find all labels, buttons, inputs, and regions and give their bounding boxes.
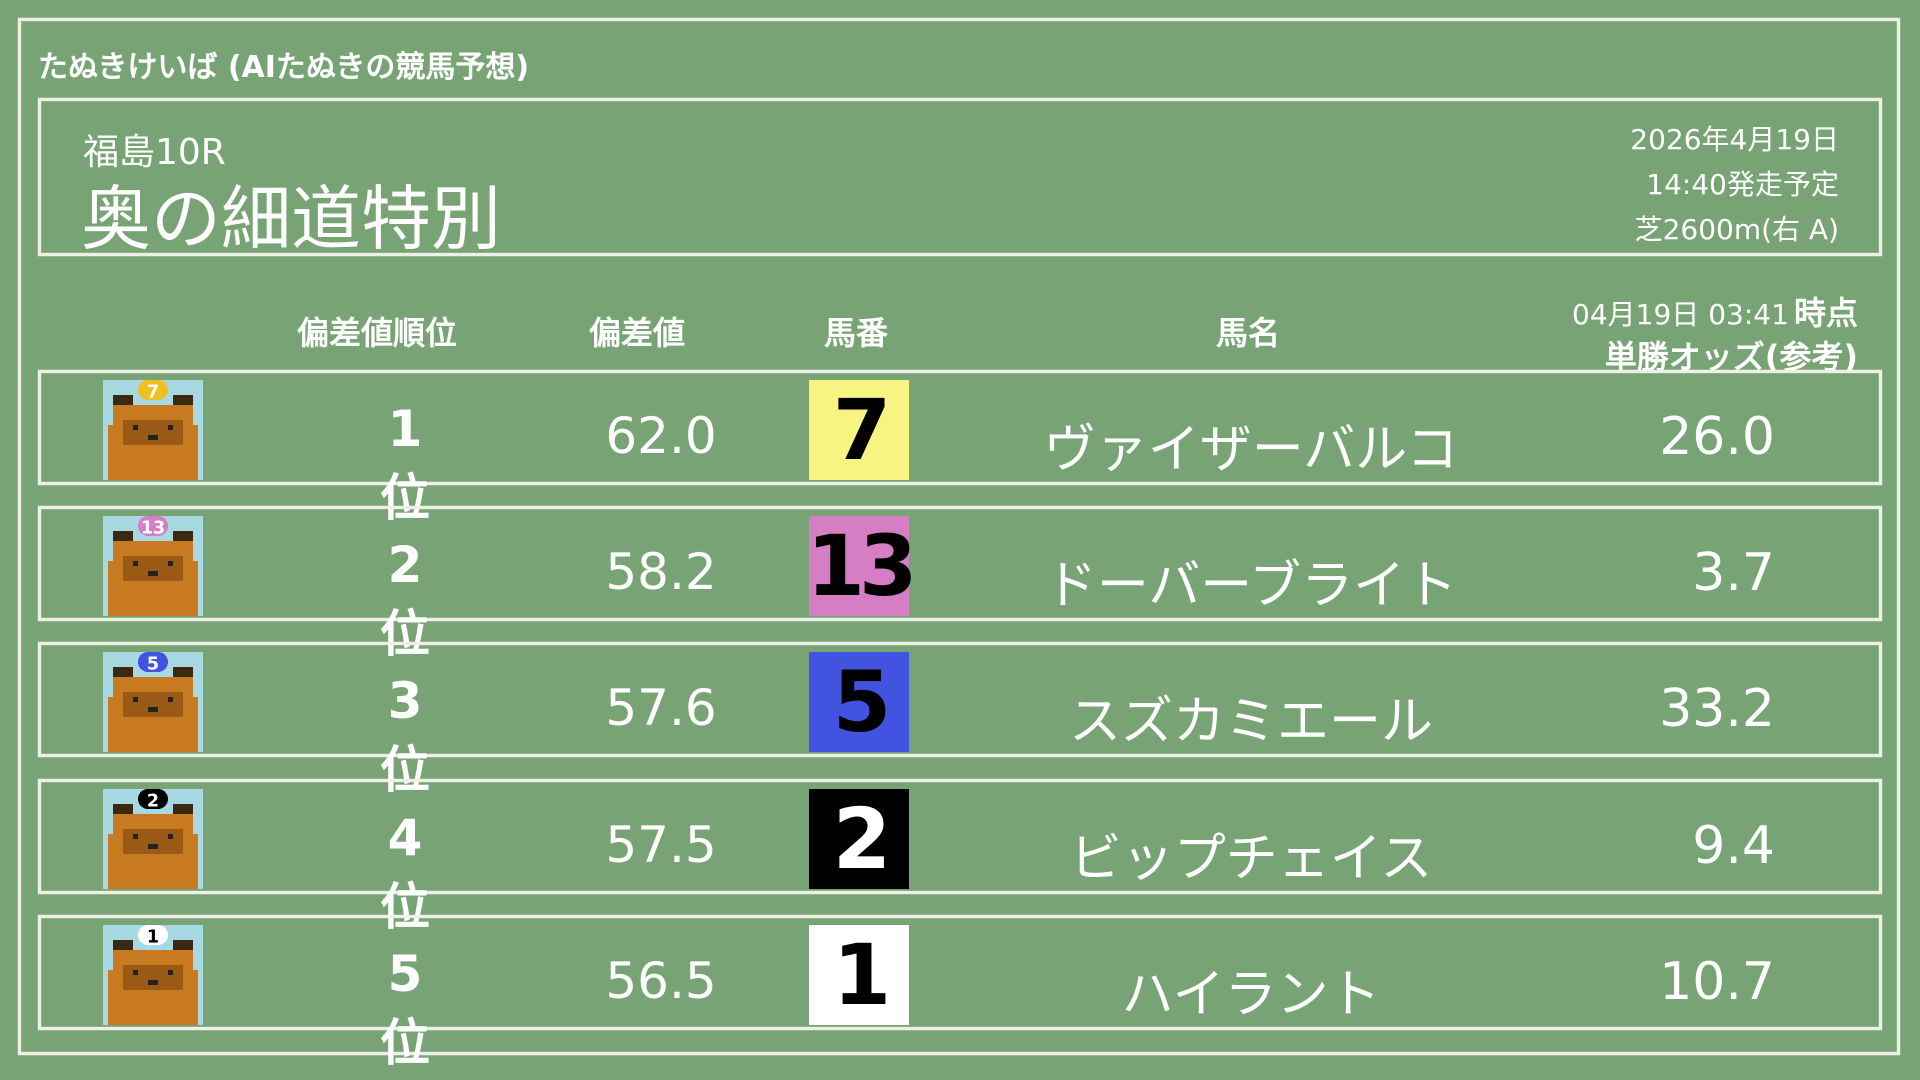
- horse-name[interactable]: ドーバーブライト: [1044, 556, 1458, 616]
- horse-number: 1: [809, 925, 909, 1025]
- column-header-rank: 偏差値順位: [296, 314, 458, 352]
- rank: 3位: [380, 672, 430, 799]
- horse-number: 2: [809, 789, 909, 889]
- odds: 26.0: [1659, 407, 1775, 467]
- odds-label: 単勝オッズ(参考): [1604, 338, 1858, 376]
- tanuki-icon: 5: [103, 652, 203, 752]
- odds: 10.7: [1659, 952, 1775, 1012]
- table-row: 2 4位 57.5 2 ビップチェイス 9.4: [38, 779, 1882, 936]
- column-header-name: 馬名: [1215, 314, 1281, 352]
- svg-text:2: 2: [147, 792, 159, 812]
- odds-timestamp-suffix: 時点: [1793, 294, 1858, 332]
- rank: 2位: [380, 536, 430, 663]
- race-course: 芝2600m(右 A): [1634, 213, 1839, 246]
- odds: 33.2: [1659, 679, 1775, 739]
- race-header: 福島10R 奥の細道特別 2026年4月19日 14:40発走予定 芝2600m…: [38, 98, 1882, 260]
- race-post-time: 14:40発走予定: [1646, 168, 1839, 201]
- score: 62.0: [605, 407, 717, 465]
- rank: 5位: [380, 945, 430, 1072]
- column-header-odds: 04月19日 03:41 時点 単勝オッズ(参考): [1572, 294, 1858, 382]
- tanuki-icon: 1: [103, 925, 203, 1025]
- race-date: 2026年4月19日: [1630, 123, 1839, 156]
- odds: 3.7: [1692, 543, 1775, 603]
- tanuki-icon: 13: [103, 516, 203, 616]
- rank: 1位: [380, 400, 430, 527]
- table-row: 5 3位 57.6 5 スズカミエール 33.2: [38, 642, 1882, 799]
- score: 56.5: [605, 952, 717, 1010]
- table-row: 7 1位 62.0 7 ヴァイザーバルコ 26.0: [38, 370, 1882, 527]
- horse-number: 5: [809, 652, 909, 752]
- table-row: 1 5位 56.5 1 ハイラント 10.7: [38, 915, 1882, 1072]
- race-info: 2026年4月19日 14:40発走予定 芝2600m(右 A): [1630, 117, 1839, 252]
- odds: 9.4: [1692, 816, 1775, 876]
- horse-name[interactable]: ハイラント: [1121, 965, 1381, 1025]
- svg-text:7: 7: [147, 383, 159, 403]
- column-header-number: 馬番: [823, 314, 889, 352]
- score: 57.6: [605, 679, 717, 737]
- race-name: 奥の細道特別: [81, 178, 501, 260]
- table-row: 13 2位 58.2 13 ドーバーブライト 3.7: [38, 506, 1882, 663]
- rank: 4位: [380, 809, 430, 936]
- horse-name[interactable]: ビップチェイス: [1069, 829, 1433, 889]
- column-header-score: 偏差値: [588, 314, 686, 352]
- score: 57.5: [605, 816, 717, 874]
- svg-text:13: 13: [141, 519, 165, 539]
- site-title: たぬきけいば (AIたぬきの競馬予想): [38, 50, 530, 85]
- svg-text:1: 1: [147, 928, 159, 948]
- tanuki-icon: 2: [103, 789, 203, 889]
- horse-name[interactable]: ヴァイザーバルコ: [1043, 420, 1459, 480]
- race-venue: 福島10R: [83, 132, 226, 173]
- horse-name[interactable]: スズカミエール: [1068, 692, 1433, 752]
- horse-number: 13: [806, 516, 917, 616]
- odds-timestamp: 04月19日 03:41: [1572, 298, 1789, 331]
- score: 58.2: [605, 543, 717, 601]
- outer-frame: [18, 18, 1900, 1055]
- tanuki-icon: 7: [103, 380, 203, 480]
- svg-text:5: 5: [147, 655, 159, 675]
- horse-number: 7: [809, 380, 909, 480]
